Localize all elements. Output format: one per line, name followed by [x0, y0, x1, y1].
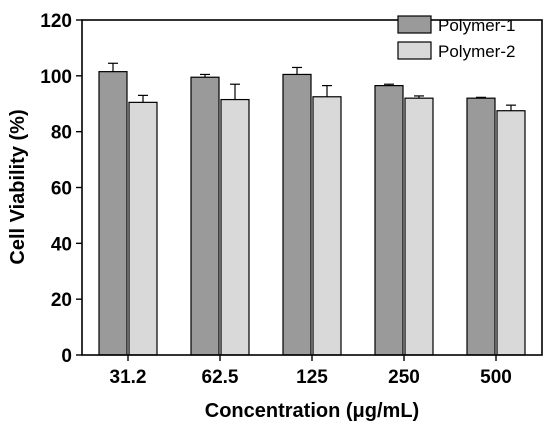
bar-polymer-1-31.2 [98, 71, 128, 356]
legend-label-polymer-1: Polymer-1 [438, 16, 515, 35]
y-tick-label-80: 80 [51, 123, 72, 144]
x-axis-title: Concentration (μg/mL) [205, 400, 419, 422]
x-tick-label-31.2: 31.2 [110, 367, 147, 388]
bar-polymer-1-250 [374, 85, 404, 356]
y-tick-label-20: 20 [51, 290, 72, 311]
x-axis: 31.2 62.5 125 250 500 [110, 355, 512, 388]
legend-swatch-polymer-2 [397, 41, 432, 60]
y-tick-label-120: 120 [40, 11, 72, 32]
x-tick-label-250: 250 [388, 367, 420, 388]
legend-swatch-polymer-1 [397, 15, 432, 34]
error-bar-polymer-2-31.2 [138, 94, 148, 103]
legend-item-polymer-1: Polymer-1 [397, 15, 515, 35]
error-bar-polymer-2-250 [414, 95, 424, 99]
bars-layer [98, 71, 526, 356]
error-bar-polymer-2-125 [322, 85, 332, 97]
legend-item-polymer-2: Polymer-2 [397, 41, 515, 61]
y-tick-label-100: 100 [40, 67, 72, 88]
x-tick-label-500: 500 [480, 367, 512, 388]
y-tick-label-0: 0 [61, 346, 72, 367]
bar-polymer-2-31.2 [128, 101, 158, 356]
error-bar-polymer-1-500 [476, 96, 486, 99]
bar-polymer-1-500 [466, 97, 496, 356]
bar-polymer-2-250 [404, 97, 434, 356]
error-bar-polymer-1-250 [384, 83, 394, 86]
error-bar-polymer-1-125 [292, 66, 302, 75]
error-bar-polymer-1-31.2 [108, 62, 118, 72]
bar-polymer-2-125 [312, 96, 342, 356]
bar-polymer-1-125 [282, 73, 312, 356]
error-bar-polymer-2-500 [506, 104, 516, 111]
legend-label-polymer-2: Polymer-2 [438, 42, 515, 61]
error-bar-polymer-1-62.5 [200, 73, 210, 78]
error-bars-layer [108, 62, 516, 111]
y-axis-title: Cell Viability (%) [7, 109, 29, 264]
bar-polymer-2-500 [496, 110, 526, 356]
error-bar-polymer-2-62.5 [230, 83, 240, 100]
y-tick-label-60: 60 [51, 179, 72, 200]
bar-polymer-1-62.5 [190, 76, 220, 356]
x-tick-label-125: 125 [296, 367, 328, 388]
x-tick-label-62.5: 62.5 [202, 367, 239, 388]
y-axis: 0 20 40 60 80 100 120 [40, 11, 82, 367]
y-tick-label-40: 40 [51, 234, 72, 255]
bar-polymer-2-62.5 [220, 98, 250, 356]
legend: Polymer-1 Polymer-2 [397, 15, 515, 61]
